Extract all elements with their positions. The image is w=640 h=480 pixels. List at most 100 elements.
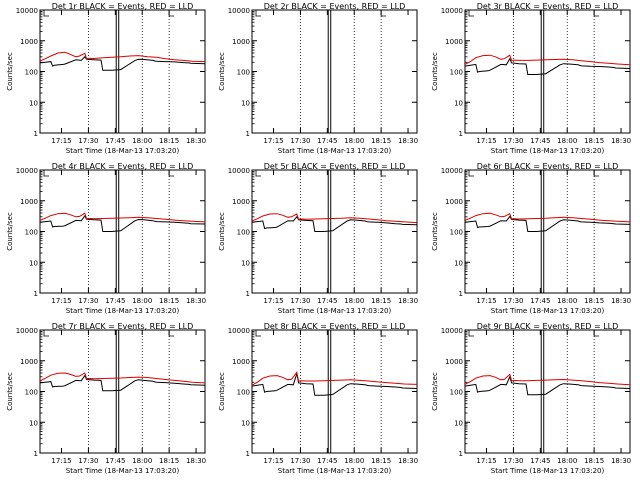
y-tick-label: 10: [241, 419, 250, 427]
series-lld-line: [39, 51, 206, 63]
x-tick-label: 18:00: [557, 297, 577, 305]
panel-title: Det 2r BLACK = Events, RED = LLD: [264, 2, 406, 11]
y-tick-label: 1000: [445, 358, 463, 366]
y-axis-label: Counts/sec: [431, 52, 439, 91]
flag-mark-right: [168, 330, 175, 337]
plot-frame: [39, 9, 206, 134]
x-tick-label: 17:45: [317, 297, 337, 305]
y-tick-label: 100: [450, 389, 463, 397]
x-tick-label: 17:30: [78, 137, 98, 145]
x-tick-label: 17:45: [317, 137, 337, 145]
y-tick-label: 1: [459, 290, 463, 298]
x-tick-label: 18:30: [398, 457, 418, 465]
x-tick-label: 17:15: [263, 137, 283, 145]
x-tick-label: 17:30: [78, 457, 98, 465]
flag-mark-left: [468, 330, 474, 337]
y-tick-label: 10: [29, 99, 38, 107]
x-axis-label: Start Time (18-Mar-13 17:03:20): [66, 467, 180, 475]
flag-mark-left: [43, 10, 49, 17]
y-axis-label: Counts/sec: [431, 372, 439, 411]
y-tick-label: 1: [246, 450, 250, 458]
series-events-line: [39, 215, 206, 232]
panel-det-4: Det 4r BLACK = Events, RED = LLD 1 10 100 10…: [6, 162, 206, 315]
panel-det-8: Det 8r BLACK = Events, RED = LLD 1 10 100 10…: [218, 322, 418, 475]
panel-det-1: Det 1r BLACK = Events, RED = LLD 1 10 100 10…: [6, 2, 206, 155]
y-tick-label: 100: [237, 389, 250, 397]
series-lld-line: [464, 373, 631, 386]
x-tick-label: 18:15: [584, 297, 604, 305]
flag-mark-right: [380, 330, 387, 337]
plot-frame: [464, 9, 631, 134]
panel-title: Det 3r BLACK = Events, RED = LLD: [477, 2, 619, 11]
flag-mark-right: [593, 330, 600, 337]
flag-mark-left: [468, 170, 474, 177]
x-tick-label: 18:30: [611, 457, 631, 465]
panel-det-5: Det 5r BLACK = Events, RED = LLD 1 10 100 10…: [218, 162, 418, 315]
x-tick-label: 17:45: [530, 297, 550, 305]
y-axis-label: Counts/sec: [218, 52, 226, 91]
y-tick-label: 10000: [441, 167, 463, 175]
x-tick-label: 18:30: [398, 137, 418, 145]
x-tick-label: 17:30: [290, 457, 310, 465]
y-tick-label: 10000: [441, 327, 463, 335]
series-events-line: [251, 215, 418, 232]
x-tick-label: 17:15: [476, 297, 496, 305]
y-tick-label: 100: [25, 69, 38, 77]
y-tick-label: 1000: [20, 358, 38, 366]
x-axis-label: Start Time (18-Mar-13 17:03:20): [491, 147, 605, 155]
series-lld-line: [464, 212, 631, 223]
flag-mark-right: [380, 170, 387, 177]
panel-title: Det 8r BLACK = Events, RED = LLD: [264, 322, 406, 331]
flag-mark-left: [255, 330, 261, 337]
y-tick-label: 10000: [441, 7, 463, 15]
x-tick-label: 17:15: [51, 457, 71, 465]
y-tick-label: 10: [29, 419, 38, 427]
y-tick-label: 1000: [232, 38, 250, 46]
y-axis-label: Counts/sec: [6, 52, 14, 91]
flag-mark-left: [43, 170, 49, 177]
y-tick-label: 10000: [228, 7, 250, 15]
flag-mark-left: [468, 10, 474, 17]
plot-frame: [251, 329, 418, 454]
y-axis-label: Counts/sec: [431, 212, 439, 251]
y-axis-label: Counts/sec: [218, 212, 226, 251]
x-tick-label: 17:15: [263, 457, 283, 465]
x-tick-label: 17:30: [290, 137, 310, 145]
x-tick-label: 18:15: [584, 457, 604, 465]
series-lld-line: [251, 371, 418, 386]
plot-frame: [39, 329, 206, 454]
series-events-line: [251, 373, 418, 396]
series-events-line: [39, 374, 206, 392]
panel-det-2: Det 2r BLACK = Events, RED = LLD 1 10 100 10…: [218, 2, 418, 155]
x-tick-label: 18:15: [371, 457, 391, 465]
x-tick-label: 17:45: [105, 137, 125, 145]
y-tick-label: 100: [450, 69, 463, 77]
series-lld-line: [39, 372, 206, 384]
x-tick-label: 18:00: [557, 457, 577, 465]
x-tick-label: 18:30: [398, 297, 418, 305]
y-tick-label: 1000: [232, 358, 250, 366]
y-tick-label: 10: [241, 99, 250, 107]
x-tick-label: 17:30: [503, 297, 523, 305]
x-tick-label: 18:15: [371, 297, 391, 305]
x-tick-label: 17:15: [51, 137, 71, 145]
series-lld-line: [251, 213, 418, 224]
x-tick-label: 18:30: [186, 137, 206, 145]
y-tick-label: 1: [459, 130, 463, 138]
y-tick-label: 1: [246, 290, 250, 298]
y-axis-label: Counts/sec: [6, 212, 14, 251]
y-tick-label: 1: [34, 290, 38, 298]
x-tick-label: 18:00: [344, 457, 364, 465]
plot-frame: [251, 9, 418, 134]
x-tick-label: 17:45: [105, 297, 125, 305]
y-tick-label: 10000: [228, 327, 250, 335]
panel-title: Det 1r BLACK = Events, RED = LLD: [52, 2, 194, 11]
x-tick-label: 18:15: [159, 137, 179, 145]
x-tick-label: 17:30: [503, 137, 523, 145]
plot-frame: [251, 169, 418, 294]
y-tick-label: 100: [450, 229, 463, 237]
y-tick-label: 1000: [445, 198, 463, 206]
panel-det-6: Det 6r BLACK = Events, RED = LLD 1 10 100 10…: [431, 162, 631, 315]
x-tick-label: 17:45: [530, 457, 550, 465]
